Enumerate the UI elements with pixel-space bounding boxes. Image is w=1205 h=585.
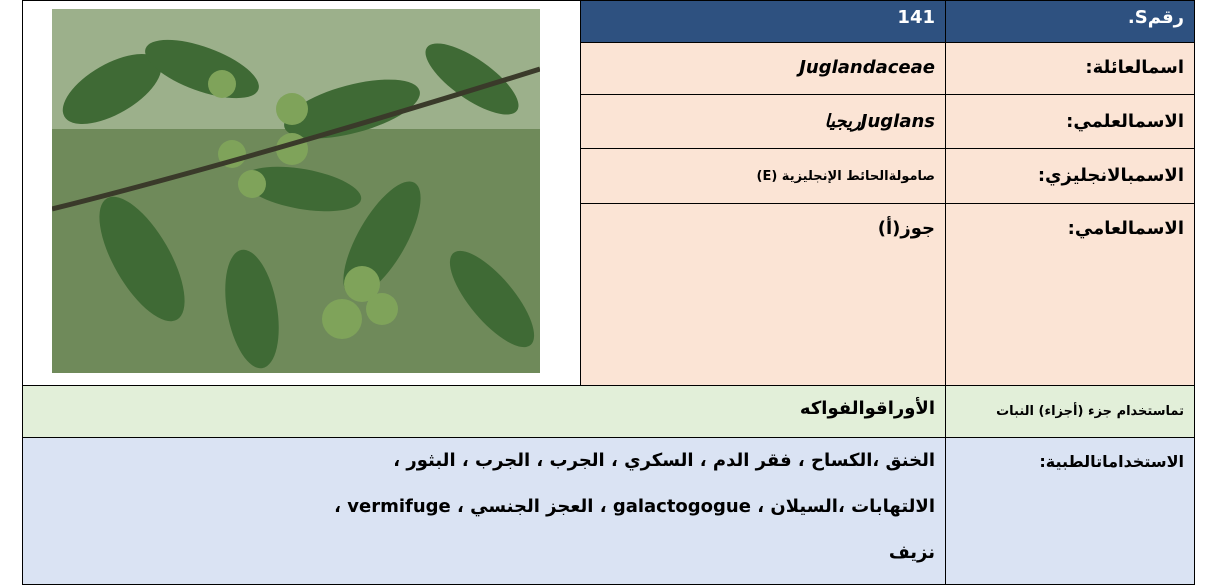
label: اسم‏العائلة: [1085,57,1184,78]
value: جوز(أ) [877,218,935,239]
label-cell: اسم‏العائلة: [945,42,1195,95]
label-cell: الاستخدامات‏الطبية: [945,437,1195,585]
value-line: الخنق ،الكساح ، فقر الدم ، السكري ، الجر… [393,450,935,471]
value-cell: صامولة‏الحائط الإنجليزية (E) [580,148,946,204]
value: صامولة‏الحائط الإنجليزية (E) [756,169,936,184]
label-cell: الاسم‏بالانجليزي: [945,148,1195,204]
label-cell: تم‏استخدام جزء (أجزاء) النبات [945,385,1195,438]
value: 141 [897,7,935,28]
label: رقمS. [1127,7,1184,28]
value: Juglansريجيا [824,111,936,132]
label: الاسم‏العامي: [1067,218,1184,239]
label-cell: الاسم‏العلمي: [945,94,1195,149]
label: تم‏استخدام جزء (أجزاء) النبات [996,404,1184,419]
value: Juglandaceae [799,57,935,78]
value-cell: الخنق ،الكساح ، فقر الدم ، السكري ، الجر… [22,437,946,585]
label: الاستخدامات‏الطبية: [1039,452,1184,471]
value-cell: الأوراق‏والفواكه [22,385,946,438]
value-cell: 141 [580,0,946,43]
walnut-photo [51,9,541,373]
value-line: نزيف [888,542,935,563]
value-line: الالتهابات ،السيلان ، galactogogue ، الع… [334,496,935,517]
label: الاسم‏العلمي: [1066,111,1184,132]
label-cell: الاسم‏العامي: [945,203,1195,386]
photo-cell [22,0,581,386]
label-cell: رقمS. [945,0,1195,43]
value-cell: Juglansريجيا [580,94,946,149]
label: الاسم‏بالانجليزي: [1037,165,1184,186]
value: الأوراق‏والفواكه [799,398,935,419]
value-cell: Juglandaceae [580,42,946,95]
value-cell: جوز(أ) [580,203,946,386]
